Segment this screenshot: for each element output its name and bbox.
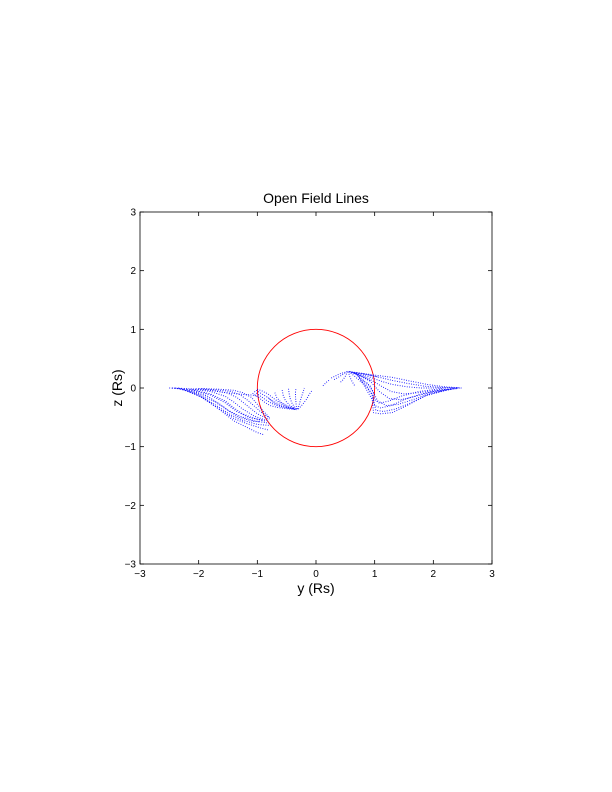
field-line — [192, 388, 269, 422]
field-line-group-left-stubs — [267, 387, 313, 410]
field-line — [351, 371, 458, 389]
field-line — [201, 388, 270, 418]
y-tick-label: −3 — [125, 560, 137, 571]
field-line — [255, 389, 296, 410]
x-tick-label: −1 — [252, 569, 264, 580]
y-tick-label: 3 — [130, 208, 136, 219]
y-axis-label: z (Rs) — [109, 369, 125, 406]
field-line — [189, 388, 267, 422]
x-tick-label: 2 — [431, 569, 437, 580]
field-line — [297, 387, 305, 410]
chart-title: Open Field Lines — [263, 190, 369, 206]
x-tick-label: 0 — [313, 569, 319, 580]
field-line — [356, 374, 452, 412]
field-line — [366, 381, 443, 404]
field-line — [267, 397, 294, 410]
field-line — [340, 371, 349, 383]
plot-data-layer — [169, 328, 462, 448]
field-line — [287, 387, 297, 410]
field-line — [351, 371, 378, 378]
x-tick-label: 3 — [489, 569, 495, 580]
y-tick-label: −1 — [125, 442, 137, 453]
x-axis-label: y (Rs) — [297, 580, 334, 596]
field-line — [354, 372, 454, 407]
y-tick-label: 1 — [130, 325, 136, 336]
field-line — [281, 389, 297, 410]
field-line-group-left-inner-loops — [252, 388, 297, 411]
field-line — [331, 371, 346, 379]
field-line — [348, 371, 460, 389]
field-line — [177, 387, 271, 426]
field-line — [321, 379, 330, 388]
tick-layer: −3 −2 −1 0 1 2 3 −3 −2 −1 0 1 2 3 — [125, 208, 496, 581]
field-line — [347, 371, 356, 386]
field-line — [175, 387, 270, 424]
field-line — [333, 371, 348, 381]
y-tick-label: 2 — [130, 266, 136, 277]
x-tick-label: −3 — [134, 569, 146, 580]
field-line — [353, 372, 456, 401]
field-line-group-right-stubs — [321, 371, 378, 388]
field-line — [362, 379, 446, 409]
sun-circle — [256, 328, 376, 448]
field-line — [257, 388, 296, 410]
x-tick-label: −2 — [193, 569, 205, 580]
y-tick-label: −2 — [125, 501, 137, 512]
field-line — [254, 391, 297, 410]
field-line — [349, 371, 372, 382]
field-line — [172, 387, 264, 421]
field-line — [186, 388, 261, 423]
x-tick-label: 1 — [372, 569, 378, 580]
y-tick-label: 0 — [130, 384, 136, 395]
field-line-group-left-west-outer — [169, 387, 271, 436]
